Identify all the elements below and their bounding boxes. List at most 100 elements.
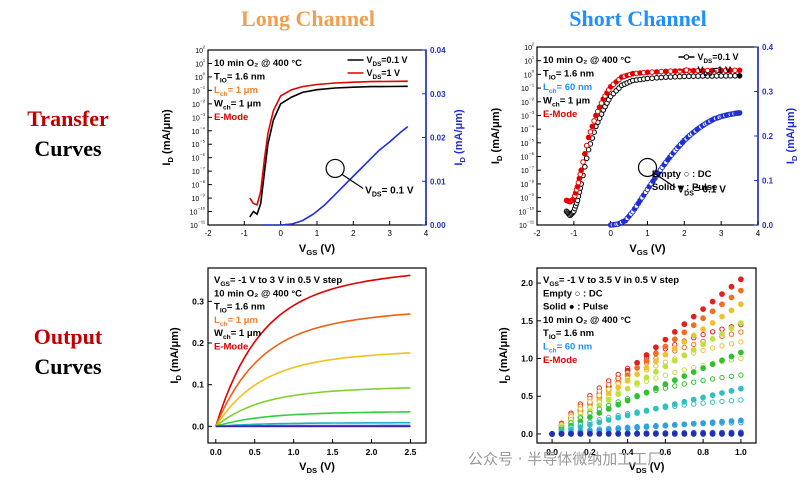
long-output-series-line <box>215 313 411 427</box>
long-transfer-xtick-label: 1 <box>315 229 320 238</box>
short-output-xtick-label: 0.0 <box>546 447 558 457</box>
short-transfer-callout-text: VDS​= 0.1 V <box>678 184 727 197</box>
long-transfer-ytick-label: 10⁻² <box>192 100 205 109</box>
short-transfer-rtick-label: 0.0 <box>762 221 774 230</box>
short-output-pulse-point <box>728 283 735 290</box>
long-transfer-ylabel-right: ID​ (mA/μm) <box>453 109 467 166</box>
short-output-dc-point <box>738 329 744 335</box>
short-transfer-xtick-label: -1 <box>570 229 578 238</box>
short-output-dc-point <box>606 381 612 388</box>
short-output-pulse-point <box>653 385 659 392</box>
short-transfer-ylabel-right: ID​ (mA/μm) <box>785 108 799 165</box>
short-output-pulse-point <box>634 424 640 431</box>
short-output-dc-point <box>672 369 678 376</box>
short-output-pulse-point <box>662 422 669 429</box>
short-output-ylabel-group: ID​ (mA/μm) <box>498 327 512 384</box>
short-output-ytick-label: 2.0 <box>521 278 533 288</box>
short-transfer-point <box>578 167 585 173</box>
short-output-pulse-point <box>549 431 555 437</box>
short-transfer-point <box>585 134 592 141</box>
short-output-pulse-point <box>719 313 725 320</box>
short-output-pulse-point <box>700 315 706 322</box>
short-transfer-point <box>644 75 651 82</box>
long-transfer-rtick-label: 0.00 <box>430 221 446 230</box>
short-output-pulse-point <box>709 419 716 426</box>
short-transfer-point <box>690 73 697 79</box>
short-output-pulse-point <box>671 401 678 408</box>
short-output-pulse-point <box>634 365 640 371</box>
short-output-xtick-label: 0.6 <box>659 447 671 457</box>
short-transfer-xtick-label: 3 <box>719 229 724 238</box>
short-output-frame <box>536 267 757 444</box>
short-output-dc-point <box>662 372 669 378</box>
short-output-pulse-point <box>653 431 659 437</box>
short-output-pulse-point <box>690 369 697 376</box>
short-output-pulse-point <box>719 301 725 308</box>
short-transfer-callout-arrow <box>654 172 676 188</box>
long-transfer-ytick-label: 10⁻¹ <box>192 86 205 95</box>
short-output-pulse-point <box>596 419 603 426</box>
short-output-dc-point <box>719 374 725 381</box>
short-output-pulse-point <box>728 353 735 360</box>
short-output-pulse-point <box>738 320 744 327</box>
short-output-chart: 0.0 0.2 0.4 0.6 0.8 1.0 0.0 0.5 1.0 1.5 2.0 VDS​ (V… <box>498 267 757 475</box>
short-transfer-legend-marker <box>683 67 690 73</box>
short-output-pulse-point <box>568 431 574 437</box>
long-output-ytick-label: 0.2 <box>192 338 204 348</box>
short-transfer-xtick-label: 0 <box>608 229 613 238</box>
short-transfer-ytick-label: 10⁻⁴ <box>520 124 534 134</box>
short-output-pulse-point <box>709 392 716 399</box>
short-output-pulse-point <box>700 431 706 437</box>
short-output-pulse-point <box>643 424 650 430</box>
short-transfer-ytick-label: 10⁻⁹ <box>520 193 534 203</box>
short-output-pulse-point <box>719 418 725 425</box>
short-output-pulse-point <box>653 350 659 357</box>
short-output-pulse-point <box>587 414 593 421</box>
short-output-pulse-point <box>662 431 669 437</box>
short-output-pulse-point <box>738 301 744 308</box>
long-output-chart: 0.0 0.5 1.0 1.5 2.0 2.5 0.0 0.1 0.2 0.3 VDS​ (V) ID… <box>169 267 427 475</box>
short-output-pulse-point <box>690 313 697 320</box>
short-output-pulse-point <box>709 431 716 437</box>
short-output-pulse-point <box>700 420 706 426</box>
short-output-pulse-point <box>700 326 706 333</box>
short-output-dc-point <box>709 345 716 351</box>
long-output-ytick-label: 0.0 <box>192 421 204 431</box>
short-transfer-point <box>649 75 655 81</box>
short-output-dc-point <box>728 373 735 379</box>
short-output-pulse-point <box>738 431 744 437</box>
short-transfer-point <box>736 67 743 74</box>
short-output-pulse-point <box>738 287 744 294</box>
short-transfer-point <box>676 73 683 80</box>
short-output-annotation: Lch​= 60 nm <box>543 342 592 355</box>
short-transfer-ytick-label: 10⁰ <box>524 69 535 79</box>
short-output-xlabel: VDS​ (V) <box>629 461 665 475</box>
short-output-dc-point <box>709 399 716 405</box>
short-output-pulse-point <box>653 405 659 412</box>
short-output-pulse-point <box>738 276 744 283</box>
short-output-pulse-point <box>653 344 659 351</box>
long-transfer-ylabel-group: ID​ (mA/μm) <box>161 109 175 166</box>
long-transfer-ytick-label: 10² <box>195 46 205 55</box>
short-output-pulse-point <box>615 431 622 437</box>
long-transfer-chart: -2 -1 0 1 2 3 4 10⁻¹¹ 10⁻¹⁰ 10⁻⁹ 10⁻⁸ 10⁻⁷ 10⁻⁶ 10⁻⁵ 1… <box>161 46 467 257</box>
long-output-annotation: Wch​= 1 μm <box>214 328 261 341</box>
short-output-pulse-point <box>681 421 688 428</box>
short-output-dc-point <box>653 363 659 369</box>
short-output-pulse-point <box>671 357 678 364</box>
short-transfer-rtick-label: 0.1 <box>762 177 774 186</box>
short-output-pulse-point <box>587 421 593 428</box>
short-output-pulse-point <box>719 291 725 298</box>
short-output-pulse-point <box>738 385 744 392</box>
short-transfer-point <box>653 75 660 81</box>
short-transfer-point <box>653 69 660 75</box>
long-transfer-ytick-label: 10⁻¹¹ <box>190 221 205 230</box>
short-transfer-ylabel-group: ID​ (mA/μm) <box>490 108 504 165</box>
short-transfer-annotation: TIO​= 1.6 nm <box>543 69 594 82</box>
long-transfer-annotation: E-Mode <box>214 112 248 123</box>
short-output-pulse-point <box>728 387 735 394</box>
short-transfer-chart: -2 -1 0 1 2 3 4 10⁻¹¹ 10⁻¹⁰ 10⁻⁹ 10⁻⁸ 10⁻⁷ 10⁻⁶ 10⁻⁵ 1… <box>490 43 799 257</box>
short-output-ytick-label: 0.0 <box>521 429 533 439</box>
short-transfer-point <box>736 73 743 79</box>
short-output-dc-point <box>700 331 706 338</box>
